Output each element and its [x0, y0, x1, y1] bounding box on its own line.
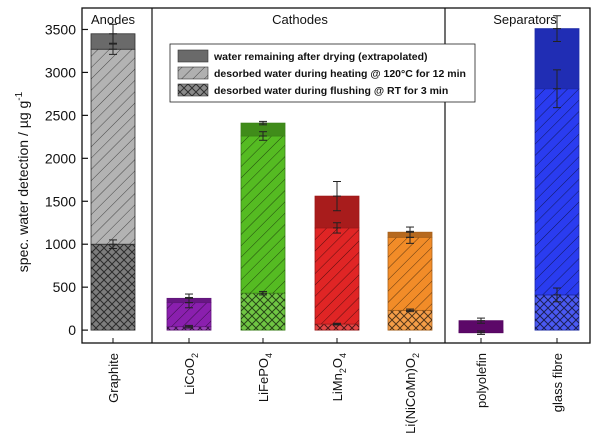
- y-tick-label: 3500: [45, 21, 76, 37]
- y-tick-label: 2000: [45, 150, 76, 166]
- y-tick-label: 2500: [45, 107, 76, 123]
- bar-hatch-flushing: [241, 293, 285, 331]
- x-tick-label: Graphite: [106, 353, 121, 403]
- bar-hatch-heating: [91, 49, 135, 245]
- y-tick-label: 500: [53, 279, 77, 295]
- error-bar-flushing: [259, 290, 267, 296]
- error-bar-remaining: [406, 226, 414, 238]
- x-axis-labels: Graphite LiCoO2 LiFePO4 LiMn2O4 Li(NiCoMn)O2…: [106, 338, 565, 434]
- legend-swatch-remaining: [177, 49, 209, 63]
- legend-label-heating: desorbed water during heating @ 120°C fo…: [214, 68, 466, 80]
- bars: [90, 15, 580, 335]
- error-bar-flushing: [185, 324, 193, 329]
- group-label-separators: Separators: [493, 12, 557, 27]
- legend-label-flushing: desorbed water during flushing @ RT for …: [214, 85, 448, 97]
- y-axis-title: spec. water detection / µg g-1: [14, 91, 31, 272]
- x-tick-label: LiFePO4: [256, 353, 274, 402]
- legend-label-remaining: water remaining after drying (extrapolat…: [213, 51, 428, 63]
- legend-box: [169, 43, 476, 103]
- error-bar-heating: [259, 131, 267, 141]
- y-axis-title-text: spec. water detection / µg g: [15, 101, 31, 273]
- error-bar-remaining: [109, 23, 117, 44]
- y-tick-label: 1500: [45, 193, 76, 209]
- group-label-cathodes: Cathodes: [272, 12, 328, 27]
- x-tick-label: polyolefin: [474, 353, 489, 408]
- bar-hatch-heating: [535, 88, 579, 295]
- bar-hatch-flushing: [388, 310, 432, 331]
- bar-hatch-heating: [241, 135, 285, 294]
- bar-hatch-flushing: [91, 244, 135, 331]
- error-bar-remaining: [333, 181, 341, 212]
- legend: water remaining after drying (extrapolat…: [169, 43, 476, 103]
- bar-hatch-flushing: [315, 324, 359, 331]
- legend-swatch-heating: [178, 67, 208, 79]
- error-bar-remaining: [553, 15, 561, 42]
- error-bar-heating: [333, 222, 341, 234]
- x-tick-label: Li(NiCoMn)O2: [403, 353, 421, 434]
- error-bar-remaining: [259, 120, 267, 126]
- y-tick-label: 0: [68, 322, 76, 338]
- error-bar-heating: [553, 69, 561, 109]
- bar-hatch-heating: [388, 237, 432, 311]
- y-axis-title-exponent: -1: [14, 91, 25, 100]
- error-bar-heating: [109, 43, 117, 55]
- plot-frame: [81, 7, 591, 344]
- error-bar-flushing: [333, 322, 341, 326]
- error-bar-remaining: [185, 293, 193, 304]
- error-bar-flushing: [406, 308, 414, 313]
- x-tick-label: glass fibre: [550, 353, 565, 412]
- error-bar-flushing: [109, 239, 117, 250]
- error-bar-flushing: [477, 330, 485, 335]
- bar-hatch-heating: [315, 227, 359, 325]
- error-bar-remaining: [477, 317, 485, 324]
- x-tick-label: LiCoO2: [182, 353, 200, 395]
- legend-swatch-flushing: [178, 84, 208, 96]
- y-axis: 0 500 1000 1500 2000 2500 3000 3500: [45, 21, 88, 338]
- y-tick-label: 3000: [45, 64, 76, 80]
- y-tick-label: 1000: [45, 236, 76, 252]
- group-label-anodes: Anodes: [91, 12, 136, 27]
- x-tick-label: LiMn2O4: [330, 353, 348, 401]
- error-bar-flushing: [553, 287, 561, 303]
